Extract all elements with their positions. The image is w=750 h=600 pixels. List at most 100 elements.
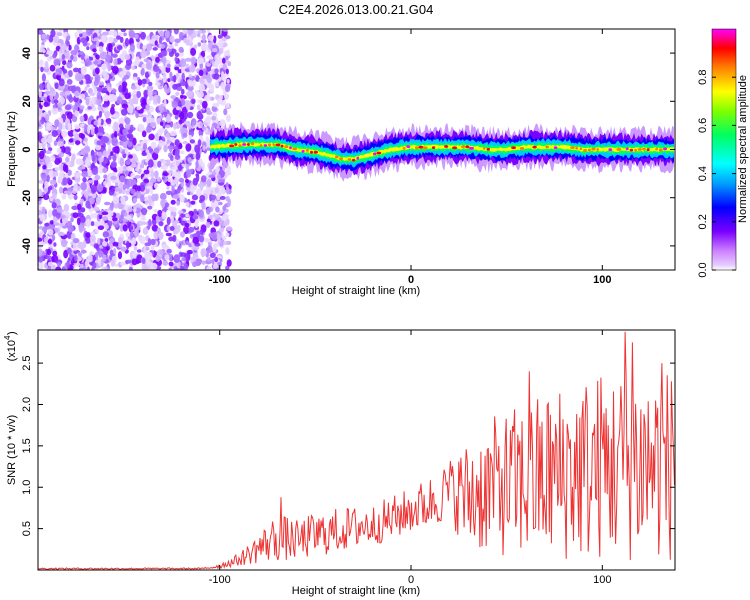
noise-blob <box>40 116 45 125</box>
noise-blob <box>93 243 99 249</box>
noise-blob <box>78 224 84 233</box>
snr-frame <box>37 329 676 571</box>
noise-blob <box>224 93 229 100</box>
noise-blob <box>133 94 137 99</box>
noise-blob <box>113 202 119 209</box>
noise-blob <box>121 108 128 116</box>
ridge-peak <box>414 146 419 150</box>
spectrogram-x-ticks: -100 0 100 <box>209 29 611 286</box>
noise-blob <box>77 185 81 192</box>
noise-blob <box>216 193 220 201</box>
noise-blob <box>150 141 157 150</box>
noise-blob <box>122 165 127 172</box>
noise-blob <box>198 84 206 92</box>
noise-blob <box>49 92 54 101</box>
noise-blob <box>103 174 108 179</box>
noise-blob <box>226 114 231 123</box>
noise-blob <box>41 33 47 40</box>
noise-blob <box>165 115 172 123</box>
noise-blob <box>198 235 205 243</box>
noise-blob <box>110 171 117 177</box>
noise-blob <box>47 135 53 144</box>
noise-blob <box>113 146 120 154</box>
noise-blob <box>189 139 196 144</box>
noise-blob <box>100 136 108 143</box>
noise-blob <box>213 73 220 80</box>
noise-blob <box>39 214 46 222</box>
x-tick-label: -100 <box>209 274 231 286</box>
noise-blob <box>146 35 151 41</box>
noise-blob <box>61 130 68 138</box>
noise-blob <box>131 237 137 245</box>
noise-blob <box>161 212 167 220</box>
snr-multiplier-close: ) <box>6 331 18 335</box>
noise-blob <box>49 64 56 72</box>
noise-blob <box>159 30 165 36</box>
noise-blob <box>84 158 91 167</box>
ridge-peak <box>625 147 629 151</box>
noise-blob <box>125 58 133 66</box>
noise-blob <box>38 108 42 116</box>
noise-blob <box>209 70 214 75</box>
noise-blob <box>154 182 159 189</box>
y-tick-label: 40 <box>21 47 33 59</box>
y-tick-label: 2.5 <box>21 355 33 370</box>
noise-blob <box>218 185 226 195</box>
noise-blob <box>192 233 199 239</box>
noise-blob <box>124 92 131 100</box>
noise-blob <box>182 140 189 145</box>
noise-blob <box>47 266 52 270</box>
noise-blob <box>195 75 200 81</box>
ridge-peak <box>431 146 436 150</box>
noise-blob <box>38 83 45 91</box>
noise-blob <box>136 145 142 151</box>
noise-blob <box>53 242 57 247</box>
noise-blob <box>121 81 128 88</box>
noise-blob <box>201 73 208 80</box>
noise-blob <box>177 75 181 84</box>
spectrogram-y-label: Frequency (Hz) <box>6 111 18 187</box>
noise-blob <box>51 202 57 209</box>
noise-blob <box>110 161 117 168</box>
noise-blob <box>143 108 147 113</box>
noise-blob <box>118 123 124 129</box>
noise-blob <box>122 141 127 149</box>
noise-blob <box>205 221 211 229</box>
ridge-peak <box>587 148 591 152</box>
noise-blob <box>174 42 179 47</box>
noise-blob <box>131 258 138 266</box>
noise-blob <box>105 29 111 32</box>
ridge-peak <box>663 147 668 151</box>
noise-blob <box>222 29 229 32</box>
noise-blob <box>150 238 156 246</box>
noise-blob <box>57 141 64 147</box>
snr-y-label: SNR (10 * v/v) <box>6 415 18 485</box>
noise-blob <box>52 53 57 59</box>
noise-blob <box>102 103 109 108</box>
noise-blob <box>165 132 170 140</box>
noise-blob <box>38 115 42 121</box>
noise-blob <box>178 31 184 41</box>
noise-blob <box>177 164 183 172</box>
noise-blob <box>110 151 114 156</box>
noise-blob <box>176 171 181 179</box>
noise-blob <box>61 266 66 270</box>
noise-blob <box>226 226 233 232</box>
y-tick-label: -40 <box>21 238 33 254</box>
x-tick-label: 0 <box>408 274 414 286</box>
noise-blob <box>147 115 152 122</box>
noise-blob <box>176 188 181 194</box>
noise-blob <box>118 71 125 78</box>
noise-blob <box>45 150 52 155</box>
noise-blob <box>127 105 134 114</box>
noise-blob <box>87 187 92 195</box>
noise-blob <box>121 103 129 109</box>
noise-blob <box>224 214 230 219</box>
noise-blob <box>140 49 147 59</box>
ridge-peak <box>519 147 525 150</box>
noise-blob <box>95 54 100 60</box>
noise-blob <box>165 159 171 166</box>
noise-blob <box>165 232 172 237</box>
noise-blob <box>110 259 116 267</box>
noise-blob <box>98 220 105 226</box>
